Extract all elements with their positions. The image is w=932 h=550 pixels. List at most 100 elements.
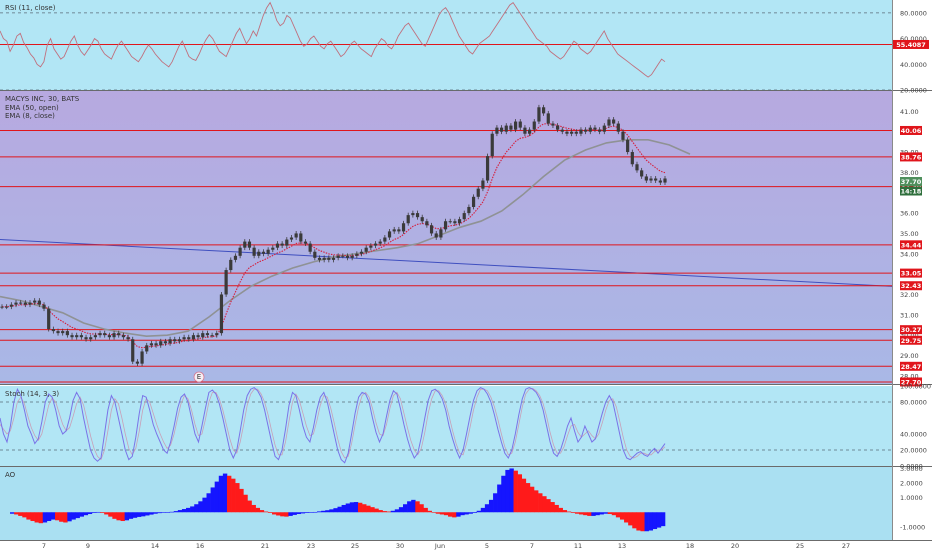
- candle-body: [215, 333, 219, 336]
- candle-body: [602, 125, 606, 132]
- candle-body: [369, 245, 373, 248]
- ao-bar: [403, 504, 408, 513]
- candle-body: [663, 178, 667, 183]
- price-tick-label: 29.00: [900, 352, 919, 360]
- ao-bar: [472, 512, 477, 513]
- ao-bar: [411, 499, 416, 513]
- candle-body: [588, 127, 592, 132]
- price-level-tag: [900, 125, 922, 135]
- ao-bar: [525, 483, 531, 513]
- price-level-tag-label: 30.27: [901, 326, 922, 334]
- candle-body: [289, 237, 294, 240]
- ao-bar: [34, 512, 39, 523]
- ao-bar: [370, 507, 375, 513]
- candle-body: [425, 221, 429, 226]
- stoch-tick-label: 100.0000: [900, 383, 931, 391]
- candle-body: [579, 129, 583, 134]
- ao-bar: [235, 483, 240, 513]
- candle-body: [640, 170, 644, 177]
- candle-body: [5, 306, 9, 308]
- candle-body: [523, 127, 527, 134]
- price-level-tag-label: 32.43: [901, 282, 922, 290]
- ao-bar: [415, 501, 420, 513]
- ao-bar: [574, 512, 580, 514]
- ao-bar: [202, 497, 207, 513]
- ao-bar: [566, 511, 572, 513]
- price-level-tag: [900, 335, 922, 345]
- earnings-event-icon[interactable]: [193, 371, 205, 383]
- candle-body: [565, 131, 569, 134]
- countdown-tag: [900, 186, 922, 196]
- candle-body: [23, 302, 27, 305]
- candle-body: [112, 333, 116, 338]
- candle-body: [163, 341, 168, 344]
- candle-body: [616, 123, 620, 132]
- ao-bar: [579, 512, 584, 515]
- ao-bar: [284, 512, 289, 517]
- ao-bar: [79, 512, 84, 517]
- ao-bar: [493, 493, 498, 513]
- price-tick-label: 36.00: [900, 210, 919, 218]
- price-tick-label: 35.00: [900, 230, 919, 238]
- ao-bar: [100, 512, 105, 513]
- ao-bar: [239, 488, 244, 513]
- candle-body: [485, 156, 490, 181]
- price-level-tag-label: 29.75: [901, 337, 922, 345]
- last-price-label: 37.70: [901, 178, 922, 186]
- ao-bar: [521, 478, 527, 513]
- stoch-tick-label: 20.0000: [900, 447, 927, 455]
- ao-bar: [108, 512, 113, 517]
- ao-bar: [87, 512, 93, 515]
- candle-body: [135, 361, 140, 364]
- ao-bar: [95, 511, 101, 513]
- ao-bar: [497, 484, 502, 513]
- ao-bar: [42, 512, 48, 523]
- ao-bar: [67, 512, 72, 522]
- ao-bar: [353, 502, 359, 513]
- ao-tick-label: 3.0000: [900, 465, 923, 473]
- candle-body: [612, 119, 616, 124]
- ao-tick-label: 2.0000: [900, 480, 923, 488]
- rsi-tick-label: 60.0000: [900, 35, 927, 43]
- ao-bar: [18, 512, 23, 516]
- candle-body: [397, 229, 401, 232]
- ao-bar: [611, 512, 617, 516]
- candle-body: [33, 300, 37, 303]
- price-tick-label: 34.00: [900, 250, 919, 258]
- candle-body: [79, 335, 83, 338]
- candle-body: [621, 131, 625, 140]
- ao-bar: [153, 512, 158, 514]
- candle-body: [518, 121, 522, 128]
- candle-body: [238, 247, 242, 256]
- ao-bar: [300, 512, 306, 514]
- candle-body: [201, 333, 205, 338]
- rsi-title: RSI (11, close): [5, 4, 56, 12]
- candle-body: [495, 127, 499, 134]
- price-tick-label: 38.00: [900, 169, 919, 177]
- candle-body: [373, 243, 378, 246]
- ao-bar: [276, 512, 281, 516]
- ao-bar: [292, 512, 297, 515]
- candle-body: [481, 180, 485, 189]
- candle-body: [476, 188, 480, 197]
- time-axis-tick-label: 14: [151, 542, 159, 550]
- candle-body: [392, 229, 396, 232]
- candle-body: [205, 333, 210, 336]
- ao-bar: [83, 512, 89, 516]
- ao-bar: [296, 512, 301, 515]
- ao-bar: [104, 512, 109, 515]
- candle-body: [593, 127, 597, 130]
- stoch-d-line: [0, 387, 666, 461]
- ao-bar: [255, 507, 261, 513]
- ao-bar: [169, 511, 175, 513]
- candle-body: [355, 253, 359, 256]
- rsi-tick-label: 40.0000: [900, 61, 927, 69]
- candle-body: [261, 251, 266, 254]
- ao-bar: [378, 510, 383, 513]
- candle-body: [331, 257, 336, 260]
- ao-bar: [452, 512, 457, 518]
- price-level-tag-label: 33.05: [901, 270, 922, 278]
- candle-body: [434, 233, 438, 238]
